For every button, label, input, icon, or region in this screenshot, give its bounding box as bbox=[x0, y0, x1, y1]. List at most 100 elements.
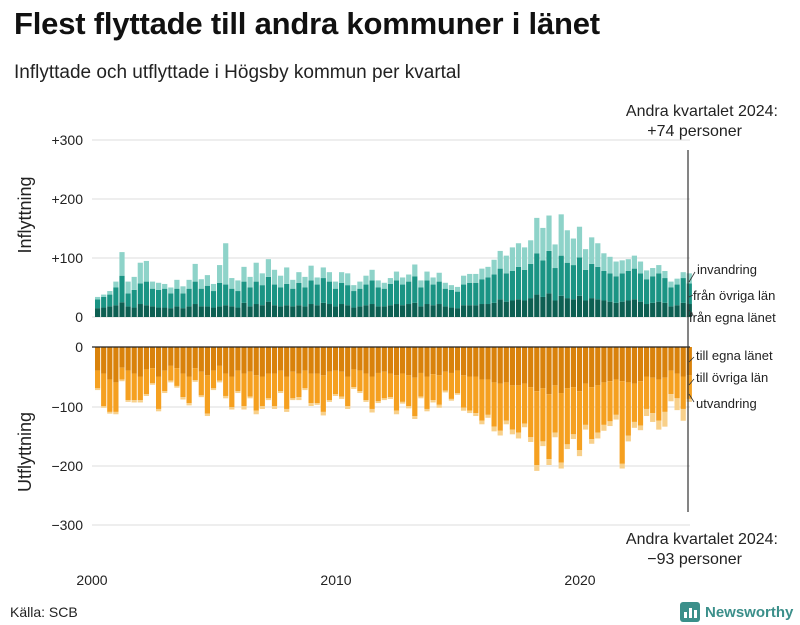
outflow-bar-1-34 bbox=[302, 370, 308, 389]
inflow-bar-1-47 bbox=[381, 288, 387, 307]
outflow-bar-2-9 bbox=[149, 382, 156, 385]
outflow-bar-1-68 bbox=[509, 385, 515, 430]
inflow-bar-1-7 bbox=[137, 283, 143, 305]
inflow-bar-1-55 bbox=[430, 284, 436, 306]
outflow-bar-2-29 bbox=[271, 406, 278, 409]
outflow-bar-1-94 bbox=[668, 370, 674, 395]
outflow-bar-1-86 bbox=[619, 381, 625, 464]
outflow-bar-2-51 bbox=[406, 406, 412, 409]
outflow-bar-0-68 bbox=[509, 347, 515, 386]
inflow-bar-2-45 bbox=[369, 269, 375, 281]
outflow-bar-0-1 bbox=[101, 347, 107, 374]
outflow-bar-2-28 bbox=[265, 398, 271, 401]
inflow-bar-0-23 bbox=[235, 307, 241, 317]
outflow-bar-1-90 bbox=[644, 376, 650, 409]
outflow-bar-2-8 bbox=[143, 394, 149, 396]
outflow-bar-0-77 bbox=[564, 347, 570, 389]
inflow-bar-1-73 bbox=[540, 260, 546, 297]
outflow-bar-1-23 bbox=[235, 370, 241, 392]
outflow-bar-1-80 bbox=[583, 383, 589, 425]
inflow-bar-0-52 bbox=[412, 302, 418, 317]
inflow-bar-0-60 bbox=[461, 305, 467, 317]
outflow-bar-1-51 bbox=[406, 375, 412, 406]
inflow-bar-2-97 bbox=[686, 273, 692, 284]
inflow-bar-1-76 bbox=[558, 255, 564, 296]
inflow-bar-0-79 bbox=[576, 295, 583, 317]
outflow-bar-0-71 bbox=[528, 347, 534, 388]
outflow-bar-1-60 bbox=[461, 375, 467, 408]
outflow-bar-2-88 bbox=[631, 421, 637, 428]
outflow-bar-0-32 bbox=[290, 347, 296, 372]
inflow-bar-0-62 bbox=[473, 305, 479, 317]
inflow-bar-1-23 bbox=[235, 291, 241, 308]
inflow-bar-1-44 bbox=[363, 284, 369, 306]
outflow-bar-1-44 bbox=[363, 373, 369, 401]
inflow-bar-1-95 bbox=[674, 284, 680, 306]
inflow-bar-2-46 bbox=[375, 280, 381, 288]
outflow-bar-1-30 bbox=[278, 370, 284, 392]
y-axis-label-outflow: Utflyttning bbox=[15, 412, 35, 492]
inflow-bar-1-28 bbox=[265, 276, 271, 302]
outflow-bar-0-35 bbox=[308, 347, 314, 374]
inflow-bar-0-19 bbox=[210, 307, 217, 317]
inflow-bar-2-83 bbox=[601, 253, 607, 271]
inflow-bar-2-82 bbox=[595, 243, 601, 267]
outflow-bar-1-49 bbox=[393, 375, 400, 411]
outflow-bar-0-86 bbox=[619, 347, 625, 382]
outflow-bar-0-65 bbox=[491, 347, 497, 383]
inflow-bar-0-78 bbox=[570, 299, 576, 317]
inflow-bar-2-73 bbox=[540, 227, 546, 261]
outflow-bar-1-79 bbox=[576, 391, 583, 451]
outflow-bar-0-18 bbox=[204, 347, 210, 376]
outflow-bar-0-29 bbox=[271, 347, 278, 374]
inflow-bar-0-33 bbox=[296, 305, 302, 317]
inflow-bar-2-64 bbox=[485, 266, 491, 278]
inflow-bar-2-11 bbox=[162, 283, 168, 289]
outflow-bar-2-60 bbox=[461, 407, 467, 411]
inflow-bar-0-70 bbox=[522, 300, 528, 317]
outflow-bar-2-40 bbox=[339, 396, 345, 399]
series-label-till-egna-lanet: till egna länet bbox=[696, 348, 773, 363]
outflow-bar-1-11 bbox=[162, 370, 168, 392]
outflow-bar-1-95 bbox=[674, 373, 680, 399]
outflow-bar-0-10 bbox=[156, 347, 162, 377]
inflow-bar-1-92 bbox=[656, 273, 662, 302]
outflow-bar-1-43 bbox=[357, 370, 363, 392]
outflow-bar-2-69 bbox=[515, 432, 522, 439]
inflow-bar-0-64 bbox=[485, 304, 491, 317]
inflow-bar-1-1 bbox=[101, 296, 107, 308]
outflow-bar-0-6 bbox=[131, 347, 137, 374]
outflow-bar-0-91 bbox=[650, 347, 656, 378]
xtick-2000: 2000 bbox=[76, 572, 107, 588]
outflow-bar-2-95 bbox=[674, 398, 680, 411]
outflow-bar-0-62 bbox=[473, 347, 479, 377]
outflow-bar-0-28 bbox=[265, 347, 271, 374]
outflow-bar-1-46 bbox=[375, 372, 381, 402]
inflow-bar-2-51 bbox=[406, 274, 412, 282]
inflow-bar-2-58 bbox=[448, 285, 454, 290]
outflow-bar-0-15 bbox=[186, 347, 192, 377]
inflow-bar-2-85 bbox=[613, 261, 619, 277]
inflow-bar-0-22 bbox=[229, 306, 235, 317]
outflow-bar-2-6 bbox=[131, 400, 137, 403]
outflow-bar-1-3 bbox=[113, 382, 119, 412]
inflow-bar-0-69 bbox=[515, 299, 522, 317]
inflow-bar-0-27 bbox=[259, 305, 265, 317]
inflow-bar-0-11 bbox=[162, 307, 168, 317]
outflow-bar-2-1 bbox=[101, 406, 107, 408]
outflow-bar-1-77 bbox=[564, 388, 570, 445]
inflow-bar-0-8 bbox=[143, 305, 149, 317]
inflow-bar-0-44 bbox=[363, 305, 369, 317]
outflow-bar-1-65 bbox=[491, 382, 497, 427]
inflow-bar-2-31 bbox=[284, 267, 290, 284]
outflow-bar-1-32 bbox=[290, 371, 296, 399]
inflow-bar-0-40 bbox=[339, 304, 345, 317]
inflow-bar-0-10 bbox=[156, 307, 162, 317]
inflow-bar-0-54 bbox=[424, 304, 430, 317]
outflow-bar-0-49 bbox=[393, 347, 400, 376]
inflow-bar-2-59 bbox=[454, 286, 461, 292]
outflow-bar-1-92 bbox=[656, 379, 662, 421]
ytick-top-200: +200 bbox=[51, 191, 83, 207]
outflow-bar-0-47 bbox=[381, 347, 387, 372]
inflow-bar-2-91 bbox=[650, 268, 656, 277]
